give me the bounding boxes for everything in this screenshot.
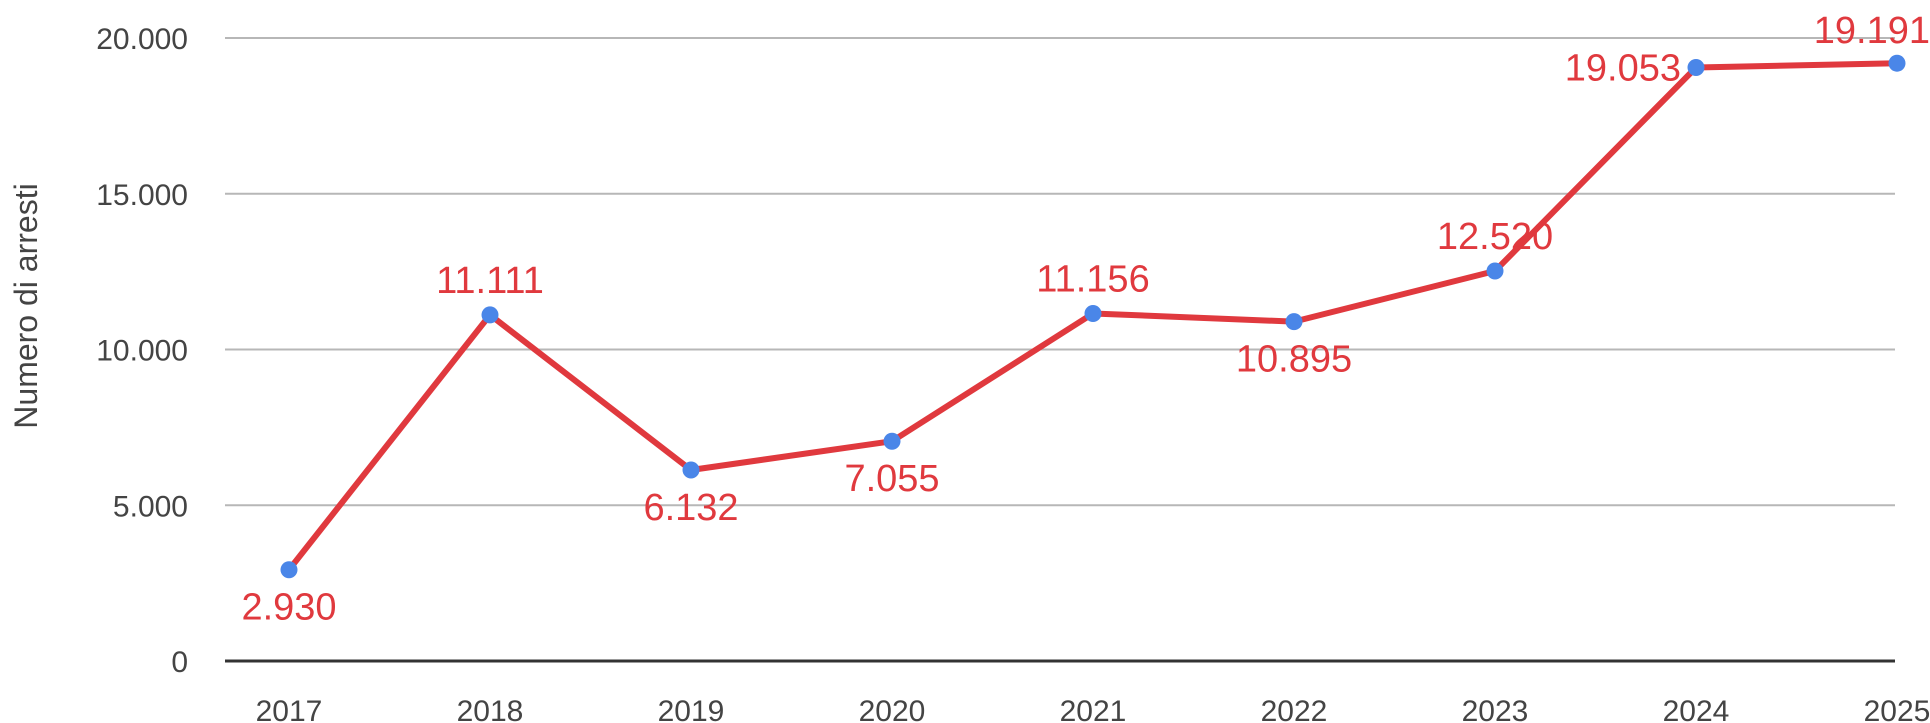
y-tick-label: 15.000 [96,179,188,212]
data-point [883,432,901,450]
x-axis-ticks: 2017 2018 2019 2020 2021 2022 2023 2024 2025 [256,695,1930,723]
x-tick-label: 2019 [658,695,725,723]
data-point [1687,58,1705,76]
x-tick-label: 2024 [1663,695,1730,723]
x-tick-label: 2022 [1261,695,1328,723]
data-point [280,561,298,579]
x-tick-label: 2020 [859,695,926,723]
data-label: 7.055 [844,458,939,500]
data-label: 12.520 [1437,216,1553,258]
markers [280,54,1906,579]
x-tick-label: 2023 [1462,695,1529,723]
data-point [682,461,700,479]
y-tick-label: 10.000 [96,335,188,368]
data-label: 10.895 [1236,339,1352,381]
y-tick-label: 20.000 [96,23,188,56]
gridlines [225,37,1895,507]
data-label: 2.930 [241,587,336,629]
x-tick-label: 2018 [457,695,524,723]
data-label: 11.111 [436,260,544,302]
data-point [1888,54,1906,72]
y-axis-ticks: 0 5.000 10.000 15.000 20.000 [96,23,188,679]
data-label: 19.053 [1565,47,1681,89]
data-label: 19.191 [1814,10,1930,52]
data-point [1486,262,1504,280]
x-tick-label: 2017 [256,695,323,723]
y-axis-title: Numero di arresti [8,183,44,428]
data-point [481,306,499,324]
data-point [1285,313,1303,331]
y-tick-label: 0 [171,646,188,679]
data-label: 6.132 [643,487,738,529]
data-point [1084,304,1102,322]
x-tick-label: 2021 [1060,695,1127,723]
y-tick-label: 5.000 [113,490,188,523]
data-labels: 2.930 11.111 6.132 7.055 11.156 10.895 12.520 1… [241,10,1930,629]
x-tick-label: 2025 [1864,695,1930,723]
data-label: 11.156 [1036,258,1149,300]
